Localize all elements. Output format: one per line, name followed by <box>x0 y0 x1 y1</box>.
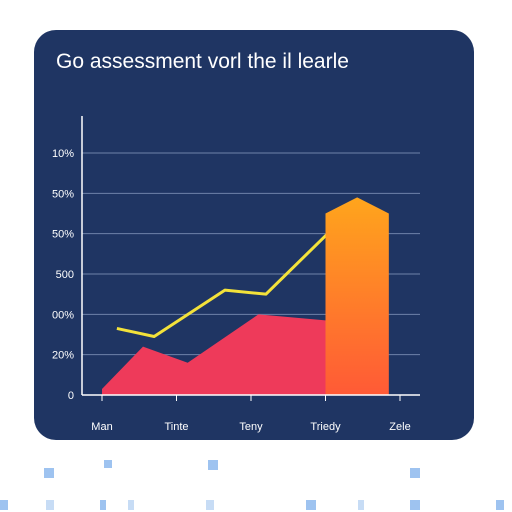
x-tick-labels: Man Tinte Teny Triedy Zele <box>91 395 411 433</box>
decor-square <box>410 468 420 478</box>
decor-square <box>104 460 112 468</box>
decor-square <box>44 468 54 478</box>
decor-square <box>208 460 218 470</box>
decor-square <box>100 500 106 510</box>
y-tick-label: 50% <box>52 188 74 200</box>
chart-title: Go assessment vorl the il learle <box>56 50 349 73</box>
x-tick-label: Tinte <box>164 421 188 433</box>
x-tick-label: Teny <box>239 421 263 433</box>
line-series <box>116 216 346 339</box>
x-tick-label: Man <box>91 421 112 433</box>
y-tick-label: 10% <box>52 148 74 160</box>
area-series <box>102 314 348 395</box>
arrow-bar <box>325 197 389 395</box>
decor-square <box>496 500 504 510</box>
decor-square <box>46 500 54 510</box>
y-tick-label: 00% <box>52 309 74 321</box>
x-tick-label: Triedy <box>310 421 341 433</box>
decor-square <box>410 500 420 510</box>
x-tick-label: Zele <box>389 421 410 433</box>
y-tick-label: 500 <box>56 269 74 281</box>
series-layer <box>102 197 389 395</box>
decor-square <box>0 500 8 510</box>
decor-square <box>206 500 214 510</box>
decor-square <box>128 500 134 510</box>
y-tick-labels: 0 20% 00% 500 50% 50% 10% <box>52 148 74 402</box>
y-tick-label: 50% <box>52 229 74 241</box>
y-tick-label: 0 <box>68 390 74 402</box>
y-tick-label: 20% <box>52 350 74 362</box>
decor-square <box>358 500 364 510</box>
decor-square <box>306 500 316 510</box>
